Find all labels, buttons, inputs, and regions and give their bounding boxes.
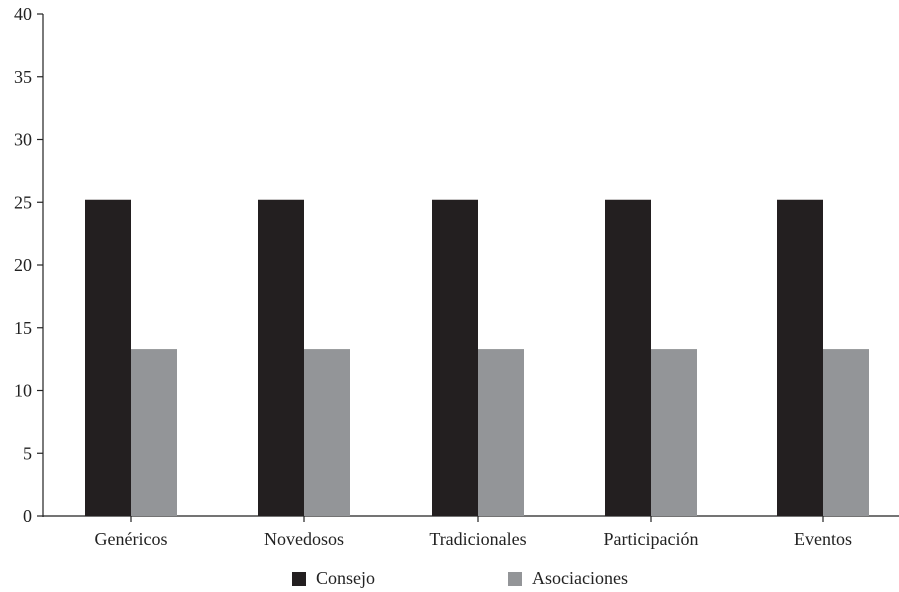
y-axis: 0 5 10 15 20 25 30 35 40 [14, 4, 44, 526]
y-tick-label: 20 [14, 255, 32, 275]
y-tick-label: 40 [14, 4, 32, 24]
bar-consejo-3 [605, 199, 651, 517]
legend-item-asociaciones: Asociaciones [508, 568, 628, 589]
x-axis: Genéricos Novedosos Tradicionales Participa… [43, 515, 899, 549]
legend-swatch-asociaciones [508, 571, 522, 586]
legend-label-asociaciones: Asociaciones [532, 568, 628, 588]
bar-consejo-1 [258, 199, 304, 517]
legend-swatch-consejo [292, 571, 306, 586]
y-tick-label: 15 [14, 318, 32, 338]
y-tick-label: 0 [23, 506, 32, 526]
x-tick-label: Tradicionales [429, 529, 526, 549]
bar-consejo-2 [432, 199, 478, 517]
bar-consejo-0 [85, 199, 131, 517]
y-tick-label: 10 [14, 381, 32, 401]
y-tick-label: 5 [23, 443, 32, 463]
legend: Consejo Asociaciones [0, 568, 899, 592]
x-tick-label: Genéricos [95, 529, 168, 549]
bar-asociaciones-2 [478, 349, 524, 516]
y-tick-label: 25 [14, 192, 32, 212]
y-tick-label: 35 [14, 67, 32, 87]
legend-item-consejo: Consejo [292, 568, 375, 589]
bar-consejo-4 [777, 199, 823, 517]
x-tick-label: Eventos [794, 529, 852, 549]
bar-asociaciones-0 [131, 349, 177, 516]
x-tick-label: Novedosos [264, 529, 344, 549]
legend-label-consejo: Consejo [316, 568, 376, 588]
bar-asociaciones-4 [823, 349, 869, 516]
bar-asociaciones-1 [304, 349, 350, 516]
bars [85, 199, 869, 517]
y-tick-label: 30 [14, 130, 32, 150]
bar-asociaciones-3 [651, 349, 697, 516]
x-tick-label: Participación [604, 529, 699, 549]
